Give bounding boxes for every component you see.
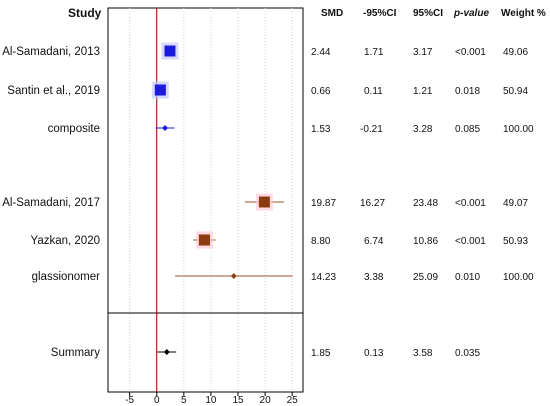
- x-tick-label: 10: [205, 395, 217, 406]
- smd-value: 0.66: [311, 86, 331, 97]
- smd-value: 8.80: [311, 236, 331, 247]
- lower-ci-value: 6.74: [364, 236, 384, 247]
- weight-value: 49.06: [503, 47, 528, 58]
- smd-value: 2.44: [311, 47, 331, 58]
- study-label: Al-Samadani, 2013: [2, 46, 100, 58]
- x-axis-ticks: -5 0 5 10 15 20 25: [125, 392, 298, 406]
- upper-ci-value: 25.09: [413, 272, 438, 283]
- lower-ci-value: 3.38: [364, 272, 384, 283]
- header-lower-ci: -95%CI: [363, 8, 397, 19]
- smd-value: 19.87: [311, 198, 336, 209]
- x-tick-label: 20: [260, 395, 272, 406]
- lower-ci-value: 16.27: [360, 198, 385, 209]
- study-label: Yazkan, 2020: [31, 235, 100, 247]
- weight-value: 50.93: [503, 236, 528, 247]
- subgroup-diamond: [162, 125, 169, 131]
- upper-ci-value: 3.28: [413, 124, 433, 135]
- study-label: Santin et al., 2019: [7, 85, 100, 97]
- study-label: glassionomer: [32, 271, 101, 283]
- weight-value: 50.94: [503, 86, 528, 97]
- x-tick-label: 25: [287, 395, 299, 406]
- x-tick-label: 5: [181, 395, 187, 406]
- upper-ci-value: 10.86: [413, 236, 438, 247]
- upper-ci-value: 23.48: [413, 198, 438, 209]
- subgroup-diamond: [230, 273, 237, 279]
- study-label: Summary: [51, 347, 100, 359]
- smd-value: 1.85: [311, 348, 331, 359]
- lower-ci-value: 1.71: [364, 47, 384, 58]
- header-upper-ci: 95%CI: [413, 8, 443, 19]
- lower-ci-value: 0.13: [364, 348, 384, 359]
- p-value: <0.001: [455, 198, 486, 209]
- p-value: <0.001: [455, 236, 486, 247]
- plot-frame: [107, 7, 304, 393]
- weight-value: 100.00: [503, 272, 534, 283]
- upper-ci-value: 3.58: [413, 348, 433, 359]
- lower-ci-value: 0.11: [364, 86, 383, 97]
- upper-ci-value: 1.21: [413, 86, 433, 97]
- study-label: composite: [48, 123, 100, 135]
- p-value: 0.018: [455, 86, 480, 97]
- p-value: 0.085: [455, 124, 480, 135]
- study-point-box: [154, 84, 166, 96]
- lower-ci-value: -0.21: [360, 124, 383, 135]
- p-value: 0.010: [455, 272, 480, 283]
- weight-value: 49.07: [503, 198, 528, 209]
- smd-value: 14.23: [311, 272, 336, 283]
- study-point-box: [198, 234, 210, 246]
- x-tick-label: 15: [232, 395, 244, 406]
- study-point-box: [164, 45, 176, 57]
- p-value: 0.035: [455, 348, 480, 359]
- upper-ci-value: 3.17: [413, 47, 433, 58]
- header-p-value: p-value: [453, 8, 489, 19]
- study-markers: [151, 42, 293, 355]
- header-smd: SMD: [321, 8, 343, 19]
- header-study: Study: [68, 6, 102, 20]
- x-tick-label: -5: [125, 395, 134, 406]
- smd-value: 1.53: [311, 124, 331, 135]
- x-tick-label: 0: [154, 395, 160, 406]
- study-point-box: [258, 196, 270, 208]
- p-value: <0.001: [455, 47, 486, 58]
- weight-value: 100.00: [503, 124, 534, 135]
- header-weight: Weight %: [501, 8, 546, 19]
- study-label: Al-Samadani, 2017: [2, 197, 100, 209]
- summary-diamond: [163, 349, 170, 355]
